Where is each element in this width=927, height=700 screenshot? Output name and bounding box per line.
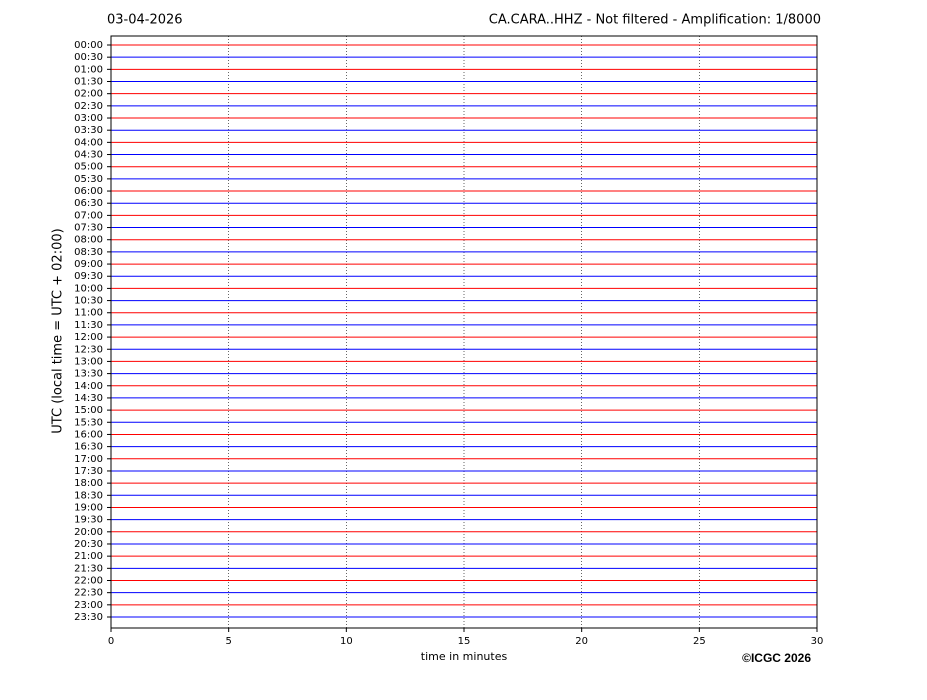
y-tick-label: 13:00 <box>74 356 103 367</box>
x-tick-label: 0 <box>108 636 114 647</box>
y-tick-label: 16:30 <box>74 442 103 453</box>
y-tick-label: 01:30 <box>74 77 103 88</box>
y-tick-label: 01:00 <box>74 64 103 75</box>
x-tick-label: 30 <box>811 636 824 647</box>
y-tick-label: 18:30 <box>74 490 103 501</box>
x-tick-label: 20 <box>575 636 588 647</box>
y-tick-label: 09:00 <box>74 259 103 270</box>
y-tick-label: 02:30 <box>74 101 103 112</box>
y-tick-label: 20:00 <box>74 527 103 538</box>
y-tick-label: 20:30 <box>74 539 103 550</box>
y-tick-label: 23:30 <box>74 612 103 623</box>
y-tick-label: 14:30 <box>74 393 103 404</box>
y-tick-label: 11:00 <box>74 308 103 319</box>
y-tick-label: 00:00 <box>74 40 103 51</box>
y-tick-label: 22:30 <box>74 588 103 599</box>
x-tick-label: 15 <box>458 636 471 647</box>
y-tick-label: 10:00 <box>74 283 103 294</box>
y-tick-label: 05:30 <box>74 174 103 185</box>
plot-area <box>110 36 818 628</box>
chart-subtitle: CA.CARA..HHZ - Not filtered - Amplificat… <box>489 13 821 28</box>
y-axis-label: UTC (local time = UTC + 02:00) <box>51 228 66 433</box>
y-tick-label: 12:30 <box>74 344 103 355</box>
y-tick-label: 17:30 <box>74 466 103 477</box>
y-tick-label: 23:00 <box>74 600 103 611</box>
plot-frame <box>110 35 818 629</box>
y-tick-label: 14:00 <box>74 381 103 392</box>
x-tick-label: 10 <box>340 636 353 647</box>
y-tick-label: 07:30 <box>74 223 103 234</box>
y-tick-label: 07:00 <box>74 210 103 221</box>
y-tick-label: 08:30 <box>74 247 103 258</box>
x-tick-label: 25 <box>693 636 706 647</box>
x-tick-label: 5 <box>225 636 231 647</box>
y-tick-label: 21:00 <box>74 551 103 562</box>
y-tick-label: 09:30 <box>74 271 103 282</box>
y-tick-label: 03:30 <box>74 125 103 136</box>
y-tick-label: 19:00 <box>74 502 103 513</box>
y-tick-label: 04:30 <box>74 150 103 161</box>
y-tick-label: 16:00 <box>74 429 103 440</box>
x-axis-label: time in minutes <box>421 650 508 663</box>
y-tick-label: 05:00 <box>74 162 103 173</box>
y-tick-label: 21:30 <box>74 563 103 574</box>
y-tick-label: 12:00 <box>74 332 103 343</box>
y-tick-label: 03:00 <box>74 113 103 124</box>
y-tick-label: 00:30 <box>74 52 103 63</box>
y-tick-label: 04:00 <box>74 137 103 148</box>
y-tick-label: 10:30 <box>74 296 103 307</box>
y-tick-label: 08:00 <box>74 235 103 246</box>
y-tick-label: 19:30 <box>74 515 103 526</box>
y-tick-label: 18:00 <box>74 478 103 489</box>
credit: ©ICGC 2026 <box>742 651 811 665</box>
y-tick-label: 17:00 <box>74 454 103 465</box>
y-tick-label: 22:00 <box>74 575 103 586</box>
chart-title: 03-04-2026 <box>107 13 183 28</box>
y-tick-label: 11:30 <box>74 320 103 331</box>
y-tick-label: 06:30 <box>74 198 103 209</box>
y-tick-label: 06:00 <box>74 186 103 197</box>
y-tick-label: 02:00 <box>74 89 103 100</box>
y-tick-label: 13:30 <box>74 369 103 380</box>
y-tick-label: 15:00 <box>74 405 103 416</box>
y-tick-label: 15:30 <box>74 417 103 428</box>
